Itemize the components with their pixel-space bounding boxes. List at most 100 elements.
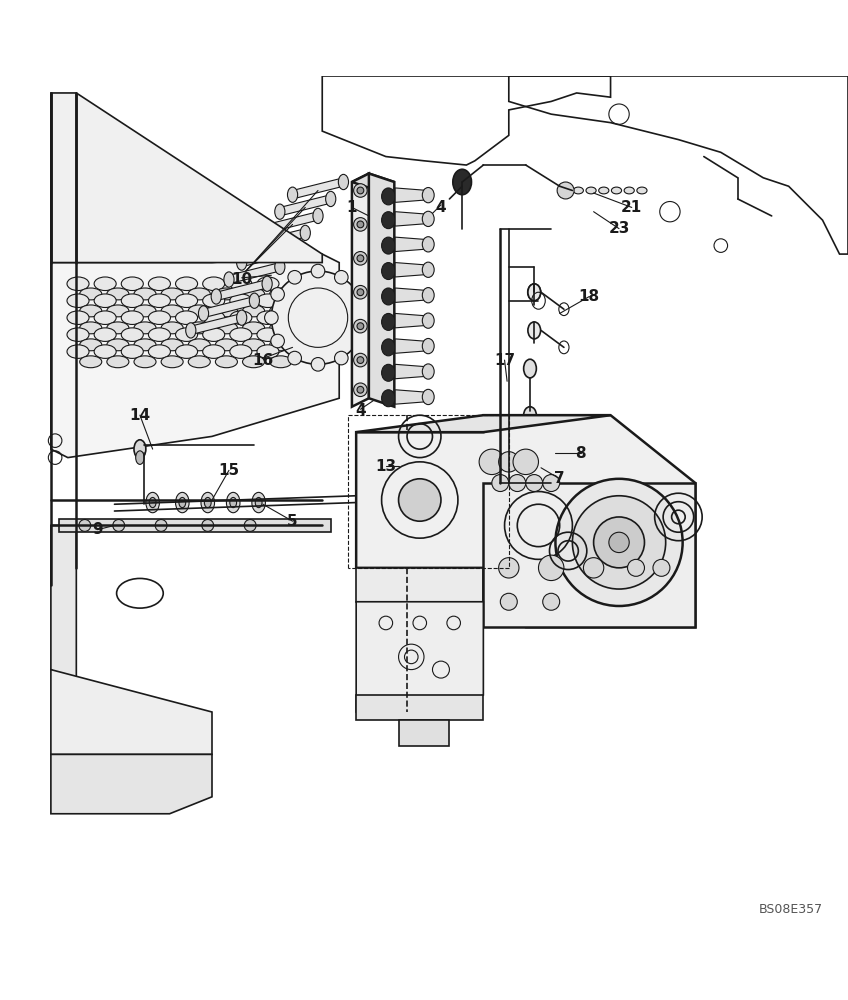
- Ellipse shape: [134, 339, 156, 351]
- Ellipse shape: [230, 497, 237, 508]
- Ellipse shape: [149, 497, 156, 508]
- Polygon shape: [204, 296, 254, 318]
- Ellipse shape: [204, 497, 211, 508]
- Ellipse shape: [161, 305, 183, 317]
- Ellipse shape: [257, 345, 279, 358]
- Text: 23: 23: [608, 221, 630, 236]
- Ellipse shape: [176, 328, 198, 341]
- Ellipse shape: [422, 389, 434, 405]
- Circle shape: [479, 449, 505, 475]
- Ellipse shape: [161, 288, 183, 300]
- Text: 4: 4: [436, 200, 446, 215]
- Polygon shape: [356, 695, 483, 720]
- Circle shape: [358, 311, 371, 324]
- Ellipse shape: [176, 311, 198, 324]
- Circle shape: [357, 221, 364, 228]
- Ellipse shape: [257, 294, 279, 308]
- Ellipse shape: [94, 345, 116, 358]
- Ellipse shape: [121, 328, 143, 341]
- Ellipse shape: [203, 345, 225, 358]
- Ellipse shape: [80, 288, 102, 300]
- Text: 7: 7: [555, 471, 565, 486]
- Ellipse shape: [134, 440, 146, 458]
- Ellipse shape: [80, 322, 102, 334]
- Ellipse shape: [422, 313, 434, 328]
- Circle shape: [555, 479, 683, 606]
- Ellipse shape: [203, 328, 225, 341]
- Polygon shape: [51, 254, 339, 458]
- Ellipse shape: [422, 188, 434, 203]
- Ellipse shape: [230, 328, 252, 341]
- Ellipse shape: [611, 187, 622, 194]
- Polygon shape: [356, 602, 483, 712]
- Ellipse shape: [313, 208, 323, 224]
- Ellipse shape: [527, 322, 541, 339]
- Circle shape: [354, 353, 367, 367]
- Circle shape: [583, 558, 604, 578]
- Ellipse shape: [161, 339, 183, 351]
- Ellipse shape: [94, 328, 116, 341]
- Circle shape: [509, 475, 526, 492]
- Circle shape: [334, 271, 348, 284]
- Ellipse shape: [203, 277, 225, 291]
- Ellipse shape: [382, 263, 395, 280]
- Ellipse shape: [226, 492, 240, 513]
- Polygon shape: [191, 313, 242, 335]
- Text: 1: 1: [347, 200, 357, 215]
- Polygon shape: [356, 415, 611, 432]
- Ellipse shape: [94, 311, 116, 324]
- Ellipse shape: [243, 322, 265, 334]
- Polygon shape: [352, 174, 369, 407]
- Ellipse shape: [80, 305, 102, 317]
- Ellipse shape: [188, 356, 210, 368]
- Ellipse shape: [80, 356, 102, 368]
- Circle shape: [354, 319, 367, 333]
- Ellipse shape: [186, 323, 196, 338]
- Circle shape: [499, 558, 519, 578]
- Text: 5: 5: [287, 514, 298, 529]
- Ellipse shape: [523, 359, 536, 378]
- Circle shape: [492, 475, 509, 492]
- Circle shape: [79, 520, 91, 531]
- Polygon shape: [51, 754, 212, 814]
- Ellipse shape: [453, 169, 471, 195]
- Ellipse shape: [270, 322, 292, 334]
- Ellipse shape: [176, 294, 198, 308]
- Text: 15: 15: [219, 463, 239, 478]
- Ellipse shape: [422, 338, 434, 354]
- Ellipse shape: [67, 311, 89, 324]
- Text: 18: 18: [579, 289, 600, 304]
- Ellipse shape: [243, 339, 265, 351]
- Ellipse shape: [422, 211, 434, 227]
- Ellipse shape: [586, 187, 596, 194]
- Polygon shape: [395, 390, 428, 404]
- Ellipse shape: [67, 294, 89, 308]
- Text: 21: 21: [621, 200, 643, 215]
- Circle shape: [500, 593, 517, 610]
- Circle shape: [628, 559, 644, 576]
- Ellipse shape: [136, 451, 144, 464]
- Ellipse shape: [382, 188, 395, 205]
- Circle shape: [499, 452, 519, 472]
- Polygon shape: [51, 525, 76, 687]
- Ellipse shape: [107, 339, 129, 351]
- Ellipse shape: [287, 187, 298, 202]
- Polygon shape: [51, 93, 322, 263]
- Text: 4: 4: [355, 403, 365, 418]
- Ellipse shape: [270, 339, 292, 351]
- Circle shape: [357, 255, 364, 262]
- Ellipse shape: [599, 187, 609, 194]
- Ellipse shape: [121, 311, 143, 324]
- Polygon shape: [229, 263, 280, 284]
- Ellipse shape: [80, 339, 102, 351]
- Polygon shape: [395, 339, 428, 353]
- Ellipse shape: [422, 262, 434, 277]
- Ellipse shape: [422, 288, 434, 303]
- Ellipse shape: [257, 277, 279, 291]
- Circle shape: [513, 449, 538, 475]
- Ellipse shape: [198, 306, 209, 321]
- Ellipse shape: [275, 204, 285, 219]
- Ellipse shape: [121, 277, 143, 291]
- Ellipse shape: [188, 339, 210, 351]
- Ellipse shape: [422, 237, 434, 252]
